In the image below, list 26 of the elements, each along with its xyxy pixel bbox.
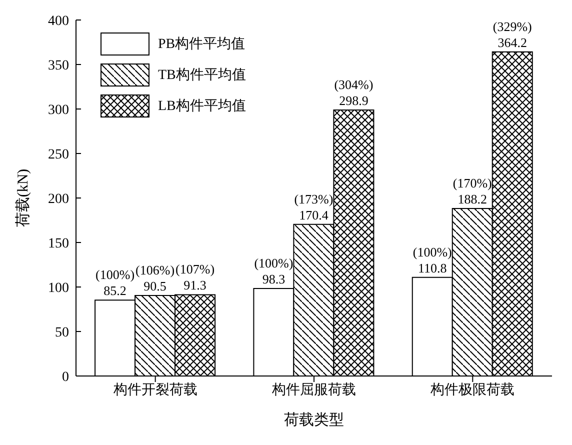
x-tick-label: 构件屈服荷载 — [271, 382, 356, 398]
data-label: (329%) 364.2 — [492, 18, 532, 50]
data-label: (173%) 170.4 — [294, 191, 334, 222]
data-label: (107%) 91.3 — [176, 262, 215, 293]
legend-label: LB构件平均值 — [158, 98, 246, 114]
x-tick-label: 构件开裂荷载 — [112, 382, 198, 398]
data-label: (170%) 188.2 — [452, 176, 492, 206]
data-label: (100%) 110.8 — [412, 244, 452, 276]
x-tick-label: 构件极限荷载 — [430, 382, 515, 398]
data-label: (304%) 298.9 — [334, 76, 374, 108]
y-tick-label: 300 — [48, 102, 69, 118]
legend-label: PB构件平均值 — [158, 36, 246, 52]
y-axis-title: 荷载(kN) — [14, 168, 32, 228]
y-tick-label: 0 — [62, 370, 69, 385]
y-tick-label: 250 — [48, 147, 69, 162]
x-axis-title: 荷载类型 — [284, 412, 344, 429]
y-tick-label: 350 — [48, 58, 69, 74]
y-tick-label: 100 — [48, 280, 69, 296]
y-tick-label: 150 — [48, 236, 69, 252]
y-tick-label: 400 — [48, 14, 69, 29]
data-label: (106%) 90.5 — [136, 262, 175, 294]
data-label: (100%) 85.2 — [96, 267, 135, 298]
y-tick-label: 50 — [55, 325, 69, 340]
data-label: (100%) 98.3 — [254, 256, 294, 287]
y-tick-label: 200 — [48, 192, 69, 207]
legend-label: TB构件平均值 — [158, 66, 246, 84]
